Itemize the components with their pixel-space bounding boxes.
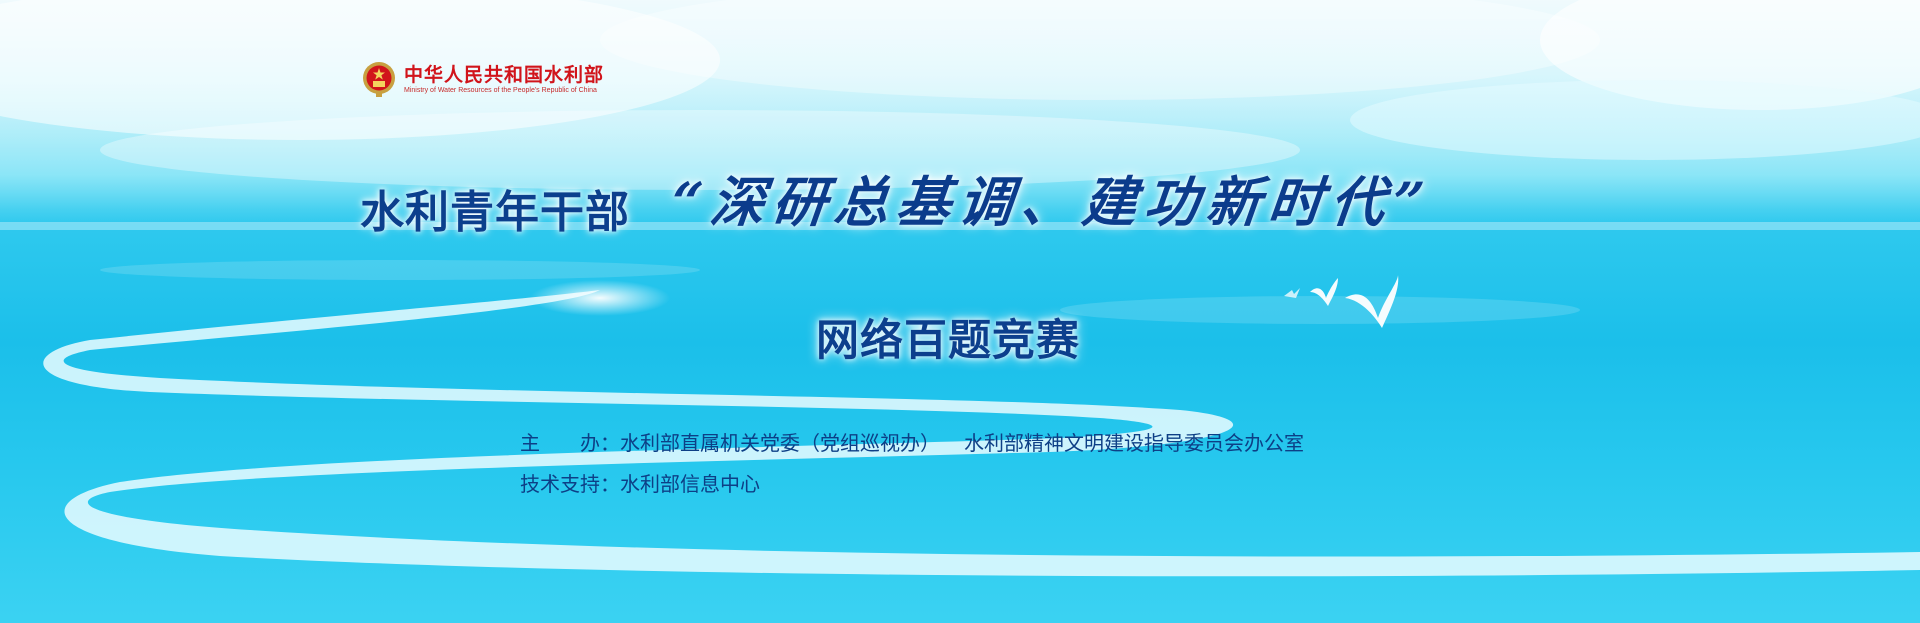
title-prefix: 水利青年干部 — [360, 187, 630, 238]
host-organizer-1: 水利部直属机关党委（党组巡视办） — [620, 431, 940, 455]
national-emblem-icon — [363, 62, 395, 97]
ministry-name-en: Ministry of Water Resources of the Peopl… — [404, 87, 597, 94]
host-label: 主 办： — [520, 431, 620, 455]
page-subtitle: 网络百题竞赛 — [816, 316, 1080, 366]
tech-support-line: 技术支持：水利部信息中心 — [520, 468, 760, 497]
host-line: 主 办：水利部直属机关党委（党组巡视办） 水利部精神文明建设指导委员会办公室 — [520, 427, 1304, 456]
seagull-icon — [1284, 275, 1399, 328]
host-organizer-2: 水利部精神文明建设指导委员会办公室 — [964, 431, 1304, 455]
tech-support-organizer: 水利部信息中心 — [620, 472, 760, 496]
tech-label: 技术支持： — [520, 472, 620, 496]
ministry-name-cn: 中华人民共和国水利部 — [404, 64, 605, 86]
title-slogan: “深研总基调、建功新时代” — [668, 170, 1436, 234]
